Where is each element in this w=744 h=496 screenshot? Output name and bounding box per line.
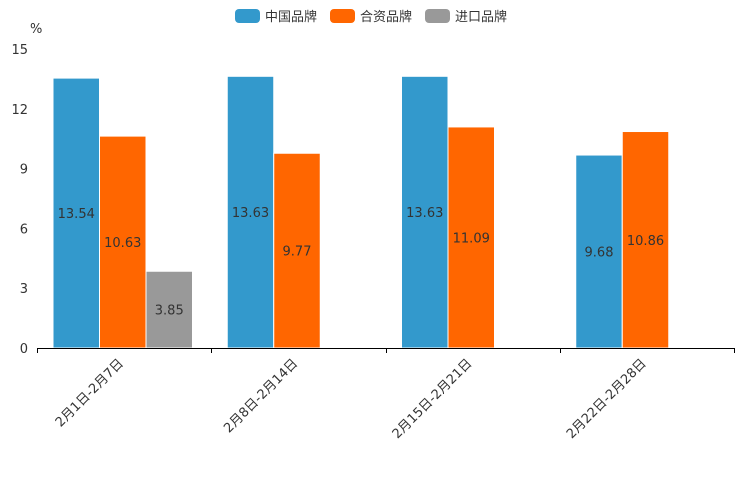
bar[interactable] [145, 270, 193, 349]
x-axis: 2月1日-2月7日 2月8日-2月14日 2月15日-2月21日 2月22日-2月28… [37, 348, 735, 442]
bar-value-label: 11.09 [453, 231, 490, 246]
bar[interactable] [99, 135, 147, 349]
bar-value-label: 9.68 [585, 246, 614, 261]
legend-label: 中国品牌 [265, 9, 317, 25]
legend-item[interactable]: 中国品牌 [235, 9, 317, 25]
bar-value-label: 13.54 [58, 207, 95, 222]
y-tick-label: 6 [20, 222, 28, 237]
bars: 13.54 10.63 3.85 13.63 9.77 13.63 11.09 9.68 10.… [52, 75, 670, 349]
bar[interactable] [52, 77, 100, 349]
bar-value-label: 9.77 [283, 245, 312, 260]
legend-swatch [330, 9, 355, 23]
bar-value-label: 10.86 [627, 234, 664, 249]
legend-label: 合资品牌 [360, 9, 412, 25]
legend-swatch [235, 9, 260, 23]
legend-label: 进口品牌 [455, 9, 507, 25]
legend-item[interactable]: 进口品牌 [425, 9, 507, 25]
bar[interactable] [226, 75, 275, 349]
bar-value-label: 3.85 [155, 304, 184, 319]
y-axis-unit-label: % [30, 22, 42, 37]
bar-value-label: 10.63 [104, 236, 141, 251]
bar[interactable] [575, 154, 623, 349]
x-tick-label: 2月1日-2月7日 [53, 356, 127, 430]
bar-value-label: 13.63 [232, 206, 269, 221]
legend-swatch [425, 9, 450, 23]
y-tick-label: 12 [11, 103, 28, 118]
bar[interactable] [401, 75, 449, 349]
legend-item[interactable]: 合资品牌 [330, 9, 412, 25]
y-tick-label: 3 [20, 282, 28, 297]
x-tick-label: 2月8日-2月14日 [221, 356, 301, 436]
y-tick-label: 9 [20, 163, 28, 178]
y-tick-label: 15 [11, 43, 28, 58]
x-tick-label: 2月22日-2月28日 [564, 356, 650, 442]
bar[interactable] [273, 152, 321, 349]
y-axis: 0 3 6 9 12 15 [11, 43, 28, 357]
bar-value-label: 13.63 [406, 206, 443, 221]
y-tick-label: 0 [20, 342, 28, 357]
legend: 中国品牌 合资品牌 进口品牌 [235, 9, 507, 25]
x-tick-label: 2月15日-2月21日 [390, 356, 476, 442]
